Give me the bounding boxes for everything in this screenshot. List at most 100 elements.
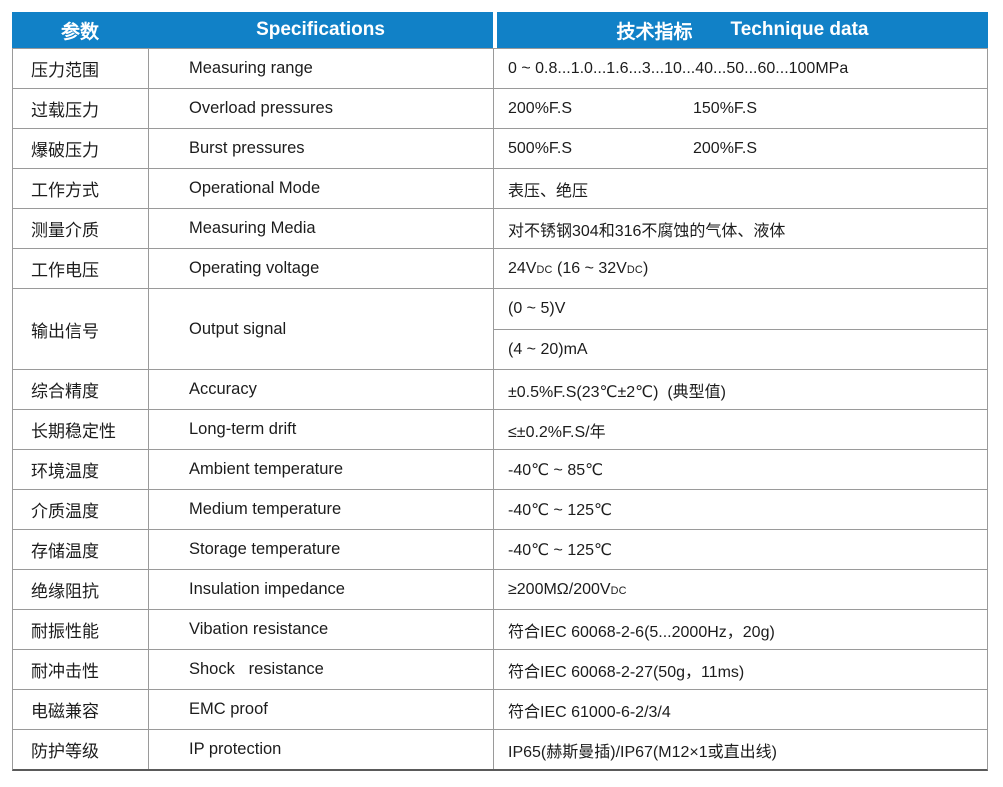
param-cell: 环境温度 xyxy=(13,450,149,489)
param-cell: 绝缘阻抗 xyxy=(13,570,149,609)
param-cell: 介质温度 xyxy=(13,490,149,529)
table-row: 耐冲击性 Shock resistance 符合IEC 60068-2-27(50g… xyxy=(13,649,987,689)
tech-value: 200%F.S xyxy=(508,99,573,117)
table-row: 环境温度 Ambient temperature -40℃ ~ 85℃ xyxy=(13,449,987,489)
tech-cell: 200%F.S 150%F.S xyxy=(494,89,987,128)
spec-cell: Measuring Media xyxy=(149,209,494,248)
tech-value: (4 ~ 20)mA xyxy=(494,329,987,369)
table-row: 爆破压力 Burst pressures 500%F.S 200%F.S xyxy=(13,128,987,168)
tech-value: 对不锈钢304和316不腐蚀的气体、液体 xyxy=(508,222,786,240)
table-row: 工作方式 Operational Mode 表压、绝压 xyxy=(13,168,987,208)
tech-value: 符合IEC 60068-2-6(5...2000Hz，20g) xyxy=(508,623,775,641)
spec-cell: Overload pressures xyxy=(149,89,494,128)
header-technique-cn: 技术指标 xyxy=(616,21,693,43)
param-cell: 爆破压力 xyxy=(13,129,149,168)
param-cell: 测量介质 xyxy=(13,209,149,248)
tech-value: IP65(赫斯曼插)/IP67(M12×1或直出线) xyxy=(508,743,777,761)
table-row: 电磁兼容 EMC proof 符合IEC 61000-6-2/3/4 xyxy=(13,689,987,729)
param-cell: 耐冲击性 xyxy=(13,650,149,689)
table-row: 绝缘阻抗 Insulation impedance ≥200MΩ/200VDC xyxy=(13,569,987,609)
tech-cell: 500%F.S 200%F.S xyxy=(494,129,987,168)
table-body: 压力范围 Measuring range 0 ~ 0.8...1.0...1.6..… xyxy=(12,48,988,771)
tech-cell: IP65(赫斯曼插)/IP67(M12×1或直出线) xyxy=(494,730,987,769)
spec-cell: EMC proof xyxy=(149,690,494,729)
header-param: 参数 xyxy=(60,21,99,43)
spec-cell: Accuracy xyxy=(149,370,494,409)
param-cell: 综合精度 xyxy=(13,370,149,409)
tech-cell: ≥200MΩ/200VDC xyxy=(494,570,987,609)
tech-cell: 0 ~ 0.8...1.0...1.6...3...10...40...50..… xyxy=(494,49,987,88)
spec-cell: Measuring range xyxy=(149,49,494,88)
table-row: 防护等级 IP protection IP65(赫斯曼插)/IP67(M12×1或直… xyxy=(13,729,987,769)
param-cell: 输出信号 xyxy=(13,289,149,369)
tech-cell: 符合IEC 60068-2-6(5...2000Hz，20g) xyxy=(494,610,987,649)
spec-cell: Long-term drift xyxy=(149,410,494,449)
tech-cell: 24VDC (16 ~ 32VDC) xyxy=(494,249,987,288)
table-row: 介质温度 Medium temperature -40℃ ~ 125℃ xyxy=(13,489,987,529)
spec-cell: Shock resistance xyxy=(149,650,494,689)
tech-value: 0 ~ 0.8...1.0...1.6...3...10...40...50..… xyxy=(508,59,849,77)
tech-value: -40℃ ~ 125℃ xyxy=(508,501,612,519)
param-cell: 过载压力 xyxy=(13,89,149,128)
tech-cell: ±0.5%F.S(23℃±2℃) (典型值) xyxy=(494,370,987,409)
tech-value: ≤±0.2%F.S/年 xyxy=(508,423,606,441)
header-left-segment: 参数 Specifications xyxy=(12,12,493,48)
tech-cell: 符合IEC 60068-2-27(50g，11ms) xyxy=(494,650,987,689)
header-technique-data: 技术指标 Technique data xyxy=(497,12,988,48)
tech-value: ±0.5%F.S(23℃±2℃) (典型值) xyxy=(508,383,726,401)
table-row: 综合精度 Accuracy ±0.5%F.S(23℃±2℃) (典型值) xyxy=(13,369,987,409)
tech-value: 符合IEC 60068-2-27(50g，11ms) xyxy=(508,663,745,681)
spec-cell: Ambient temperature xyxy=(149,450,494,489)
param-cell: 工作方式 xyxy=(13,169,149,208)
tech-value: ≥200MΩ/200VDC xyxy=(508,580,627,598)
tech-value: 表压、绝压 xyxy=(508,182,589,200)
table-row: 工作电压 Operating voltage 24VDC (16 ~ 32VDC) xyxy=(13,248,987,288)
param-cell: 工作电压 xyxy=(13,249,149,288)
tech-cell: 对不锈钢304和316不腐蚀的气体、液体 xyxy=(494,209,987,248)
spec-cell: Output signal xyxy=(149,289,494,369)
table-row: 输出信号 Output signal (0 ~ 5)V (4 ~ 20)mA xyxy=(13,288,987,369)
table-row: 压力范围 Measuring range 0 ~ 0.8...1.0...1.6..… xyxy=(13,48,987,88)
tech-cell: -40℃ ~ 85℃ xyxy=(494,450,987,489)
table-row: 长期稳定性 Long-term drift ≤±0.2%F.S/年 xyxy=(13,409,987,449)
table-header-row: 参数 Specifications 技术指标 Technique data xyxy=(12,12,988,48)
param-cell: 耐振性能 xyxy=(13,610,149,649)
table-row: 过载压力 Overload pressures 200%F.S 150%F.S xyxy=(13,88,987,128)
tech-value: 150%F.S xyxy=(693,99,758,117)
header-divider-gap xyxy=(493,12,497,48)
tech-cell: ≤±0.2%F.S/年 xyxy=(494,410,987,449)
header-technique-en: Technique data xyxy=(730,19,869,40)
spec-cell: Medium temperature xyxy=(149,490,494,529)
tech-value: -40℃ ~ 85℃ xyxy=(508,461,604,479)
param-cell: 存储温度 xyxy=(13,530,149,569)
tech-value: (0 ~ 5)V xyxy=(508,300,566,317)
tech-value: 符合IEC 61000-6-2/3/4 xyxy=(508,703,671,721)
spec-cell: IP protection xyxy=(149,730,494,769)
tech-cell: (0 ~ 5)V (4 ~ 20)mA xyxy=(494,289,987,369)
param-cell: 压力范围 xyxy=(13,49,149,88)
tech-value: 500%F.S xyxy=(508,139,573,157)
param-cell: 长期稳定性 xyxy=(13,410,149,449)
specifications-table: 参数 Specifications 技术指标 Technique data 压力… xyxy=(12,12,988,771)
table-row: 测量介质 Measuring Media 对不锈钢304和316不腐蚀的气体、液体 xyxy=(13,208,987,248)
spec-cell: Vibation resistance xyxy=(149,610,494,649)
table-row: 存储温度 Storage temperature -40℃ ~ 125℃ xyxy=(13,529,987,569)
spec-cell: Storage temperature xyxy=(149,530,494,569)
param-cell: 防护等级 xyxy=(13,730,149,769)
tech-value: 24VDC (16 ~ 32VDC) xyxy=(508,259,649,277)
tech-cell: 符合IEC 61000-6-2/3/4 xyxy=(494,690,987,729)
param-cell: 电磁兼容 xyxy=(13,690,149,729)
small-caps-text: DC xyxy=(536,263,553,276)
tech-cell: -40℃ ~ 125℃ xyxy=(494,530,987,569)
spec-cell: Burst pressures xyxy=(149,129,494,168)
tech-cell: 表压、绝压 xyxy=(494,169,987,208)
table-row: 耐振性能 Vibation resistance 符合IEC 60068-2-6(5… xyxy=(13,609,987,649)
tech-cell: -40℃ ~ 125℃ xyxy=(494,490,987,529)
spec-cell: Operational Mode xyxy=(149,169,494,208)
tech-value: 200%F.S xyxy=(693,139,758,157)
tech-value: -40℃ ~ 125℃ xyxy=(508,541,612,559)
header-specifications: Specifications xyxy=(256,19,385,40)
spec-cell: Insulation impedance xyxy=(149,570,494,609)
spec-cell: Operating voltage xyxy=(149,249,494,288)
